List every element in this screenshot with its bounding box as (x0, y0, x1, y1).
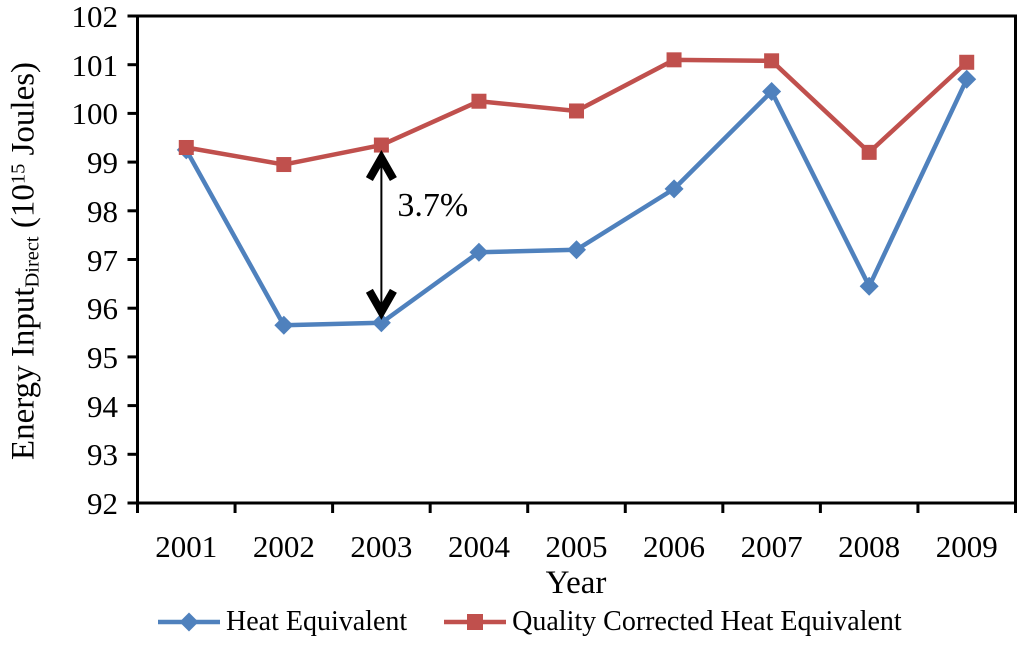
gap-percentage-annotation: 3.7% (397, 187, 469, 224)
y-axis-title-main: Energy Input (5, 287, 42, 461)
x-axis-title: Year (545, 565, 607, 601)
legend: Heat Equivalent Quality Corrected Heat E… (157, 604, 902, 640)
y-axis-title-unit-pre: (10 (5, 184, 42, 237)
y-tick-label: 93 (87, 437, 118, 473)
y-tick-label: 96 (87, 291, 118, 327)
y-tick-label: 102 (71, 0, 119, 34)
y-tick-label: 94 (87, 388, 118, 424)
x-tick-label: 2001 (155, 529, 218, 564)
x-tick-label: 2008 (838, 529, 901, 564)
y-tick-label: 101 (71, 47, 119, 83)
y-tick-label: 97 (87, 242, 118, 278)
x-tick-label: 2009 (935, 529, 998, 564)
y-tick-label: 98 (87, 193, 118, 229)
legend-label-heat-equivalent: Heat Equivalent (226, 606, 408, 637)
quality-corrected-line-icon (443, 607, 507, 637)
y-tick-label: 95 (87, 339, 118, 375)
x-tick-label: 2005 (545, 529, 608, 564)
y-tick-label: 92 (87, 486, 118, 521)
y-tick-label: 99 (87, 145, 118, 181)
x-tick-label: 2006 (643, 529, 706, 564)
y-axis-title-unit-post: Joules) (5, 61, 42, 164)
y-axis-title: Energy InputDirect (1015 Joules) (5, 61, 44, 461)
legend-label-quality-corrected: Quality Corrected Heat Equivalent (512, 606, 902, 637)
y-tick-label: 100 (71, 96, 119, 132)
heat-equivalent-line-icon (157, 607, 221, 637)
y-axis-title-subscript: Direct (21, 236, 43, 288)
y-axis-title-unit-exponent: 15 (7, 163, 30, 185)
x-tick-label: 2003 (350, 529, 413, 564)
x-tick-label: 2007 (740, 529, 803, 564)
x-tick-label: 2004 (447, 529, 510, 564)
x-tick-label: 2002 (252, 529, 315, 564)
series-square (178, 52, 975, 173)
